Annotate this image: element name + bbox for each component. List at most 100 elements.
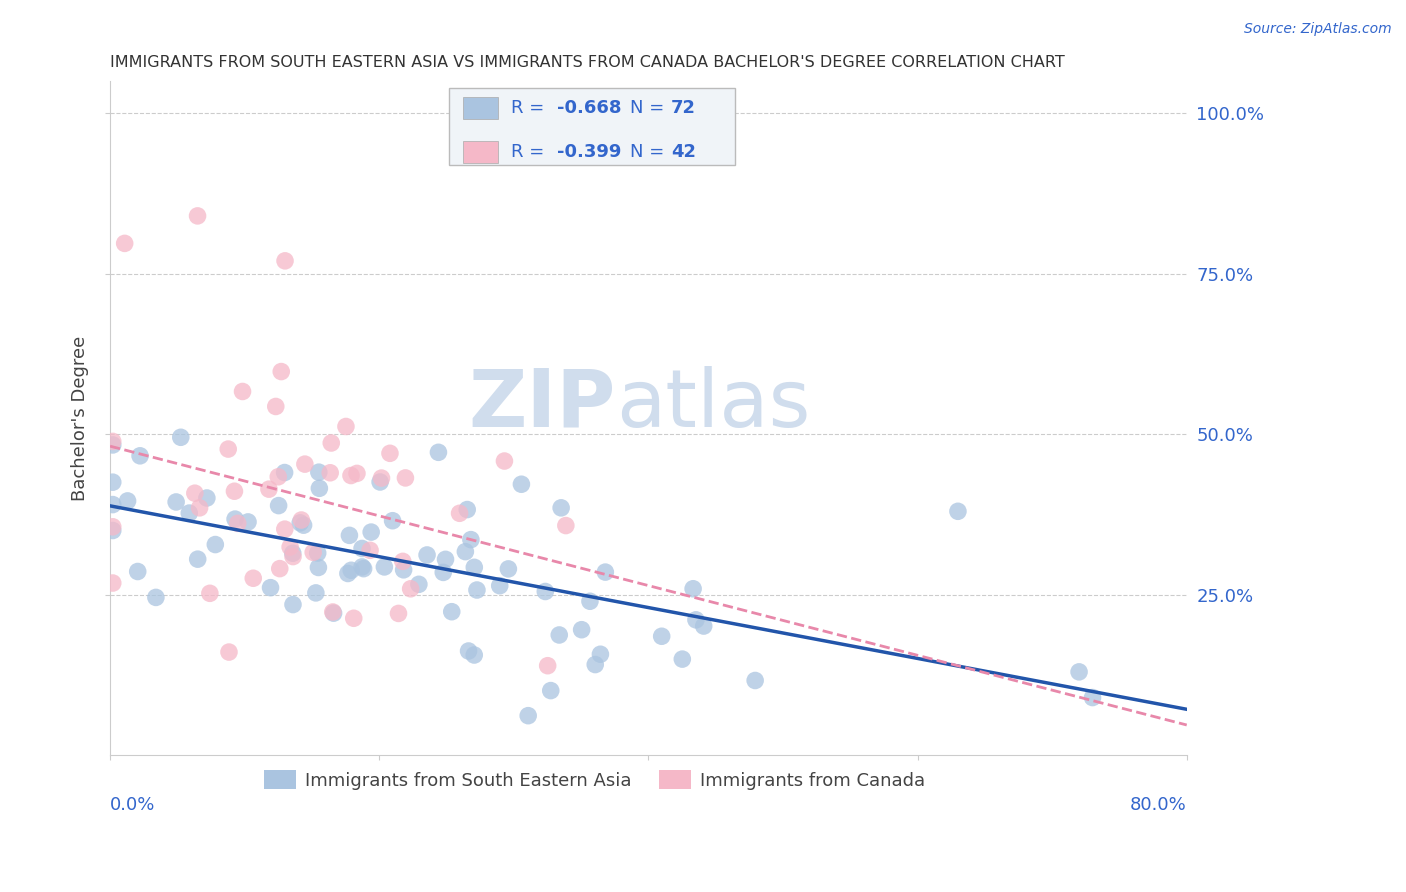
Point xyxy=(550,500,572,515)
Point xyxy=(416,548,439,562)
Point xyxy=(510,477,533,491)
Point xyxy=(494,454,516,468)
Point xyxy=(165,495,187,509)
Point xyxy=(488,579,510,593)
Y-axis label: Bachelor's Degree: Bachelor's Degree xyxy=(72,335,89,500)
Point xyxy=(231,384,253,399)
Point xyxy=(682,582,704,596)
Point xyxy=(305,586,328,600)
Point xyxy=(427,445,450,459)
Point xyxy=(101,576,124,591)
Point xyxy=(273,466,295,480)
Point xyxy=(114,236,136,251)
Point xyxy=(322,606,344,620)
FancyBboxPatch shape xyxy=(463,141,498,162)
Point xyxy=(117,494,139,508)
Text: IMMIGRANTS FROM SOUTH EASTERN ASIA VS IMMIGRANTS FROM CANADA BACHELOR'S DEGREE C: IMMIGRANTS FROM SOUTH EASTERN ASIA VS IM… xyxy=(110,55,1064,70)
Point xyxy=(595,565,617,579)
Point xyxy=(359,543,381,558)
Text: ZIP: ZIP xyxy=(468,366,616,443)
Point xyxy=(224,512,246,526)
Point xyxy=(517,708,540,723)
Point xyxy=(370,471,392,485)
Point xyxy=(292,518,315,533)
Point xyxy=(274,253,297,268)
Point xyxy=(198,586,221,600)
Point xyxy=(554,518,576,533)
Point xyxy=(381,514,404,528)
Point xyxy=(319,466,342,480)
Point xyxy=(274,522,297,536)
Point xyxy=(391,554,413,568)
Point xyxy=(1067,665,1090,679)
Point xyxy=(101,434,124,449)
Point xyxy=(340,563,363,577)
Point xyxy=(321,436,343,450)
Text: N =: N = xyxy=(630,99,671,117)
Point xyxy=(242,571,264,585)
Point xyxy=(498,562,520,576)
Point xyxy=(302,545,325,559)
Point xyxy=(101,524,124,538)
FancyBboxPatch shape xyxy=(450,87,734,165)
Point xyxy=(308,465,330,479)
Point xyxy=(308,481,330,495)
Point xyxy=(946,504,969,518)
Point xyxy=(257,482,280,496)
Point xyxy=(373,560,395,574)
Point xyxy=(434,552,457,566)
Point xyxy=(399,582,422,596)
Point xyxy=(307,546,329,560)
Point xyxy=(463,560,485,574)
Point xyxy=(145,591,167,605)
Point xyxy=(335,419,357,434)
Point xyxy=(685,613,707,627)
Point xyxy=(204,537,226,551)
Point xyxy=(440,605,463,619)
Point xyxy=(307,560,329,574)
Point xyxy=(101,498,124,512)
Point xyxy=(534,584,557,599)
Text: R =: R = xyxy=(510,99,550,117)
Point xyxy=(224,484,246,499)
Point xyxy=(101,438,124,452)
Point xyxy=(571,623,593,637)
Text: R =: R = xyxy=(510,143,550,161)
Point xyxy=(187,552,209,566)
Point xyxy=(294,457,316,471)
Point xyxy=(127,565,149,579)
Point xyxy=(589,647,612,661)
Point xyxy=(281,598,304,612)
Point xyxy=(457,644,479,658)
Point xyxy=(540,683,562,698)
Point xyxy=(267,499,290,513)
Point xyxy=(350,541,373,556)
Point xyxy=(583,657,606,672)
Point xyxy=(188,500,211,515)
Point xyxy=(651,629,673,643)
Text: atlas: atlas xyxy=(616,366,810,443)
Point xyxy=(744,673,766,688)
Point xyxy=(353,562,375,576)
Point xyxy=(456,502,478,516)
Point xyxy=(170,430,193,444)
Text: 72: 72 xyxy=(671,99,696,117)
Point xyxy=(290,513,312,527)
Point xyxy=(218,645,240,659)
Point xyxy=(454,544,477,558)
Point xyxy=(129,449,152,463)
Point xyxy=(360,525,382,540)
Text: N =: N = xyxy=(630,143,671,161)
Point xyxy=(267,469,290,483)
Point xyxy=(339,528,361,542)
Point xyxy=(368,475,391,489)
Point xyxy=(465,582,488,597)
Point xyxy=(378,446,401,460)
Point xyxy=(548,628,571,642)
Point xyxy=(408,577,430,591)
Point xyxy=(336,566,359,581)
Text: 42: 42 xyxy=(671,143,696,161)
Point xyxy=(270,365,292,379)
Point xyxy=(350,560,373,574)
Text: -0.399: -0.399 xyxy=(557,143,621,161)
